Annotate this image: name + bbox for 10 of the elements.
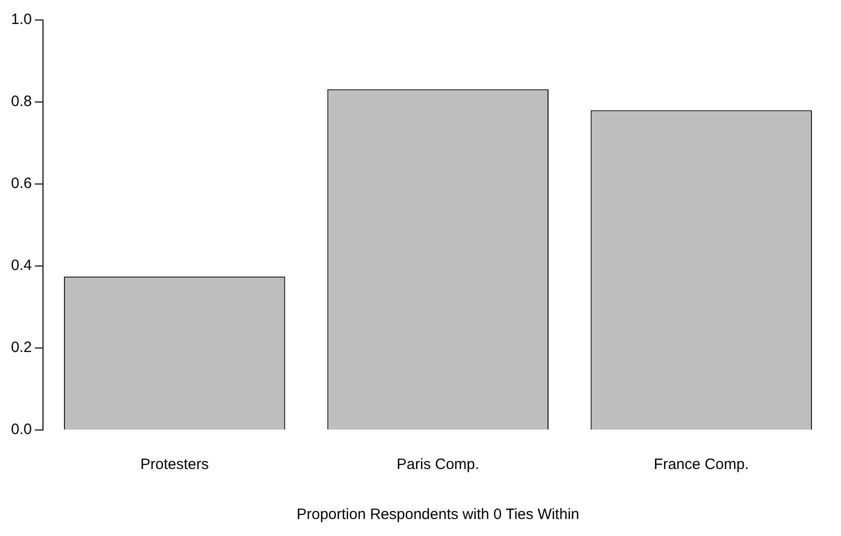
x-tick-label: Protesters [140,456,209,474]
x-axis-title: Proportion Respondents with 0 Ties Within [296,506,580,524]
y-tick-label: 1.0 [10,11,32,28]
y-tick-label: 0.8 [10,93,32,110]
y-tick-label: 0.2 [10,339,32,356]
x-tick-label: Paris Comp. [396,456,480,474]
x-tick-label: France Comp. [654,456,749,474]
y-tick-label: 0.0 [10,421,32,438]
y-tick-label: 0.4 [10,257,32,274]
y-tick-label: 0.6 [10,175,32,192]
